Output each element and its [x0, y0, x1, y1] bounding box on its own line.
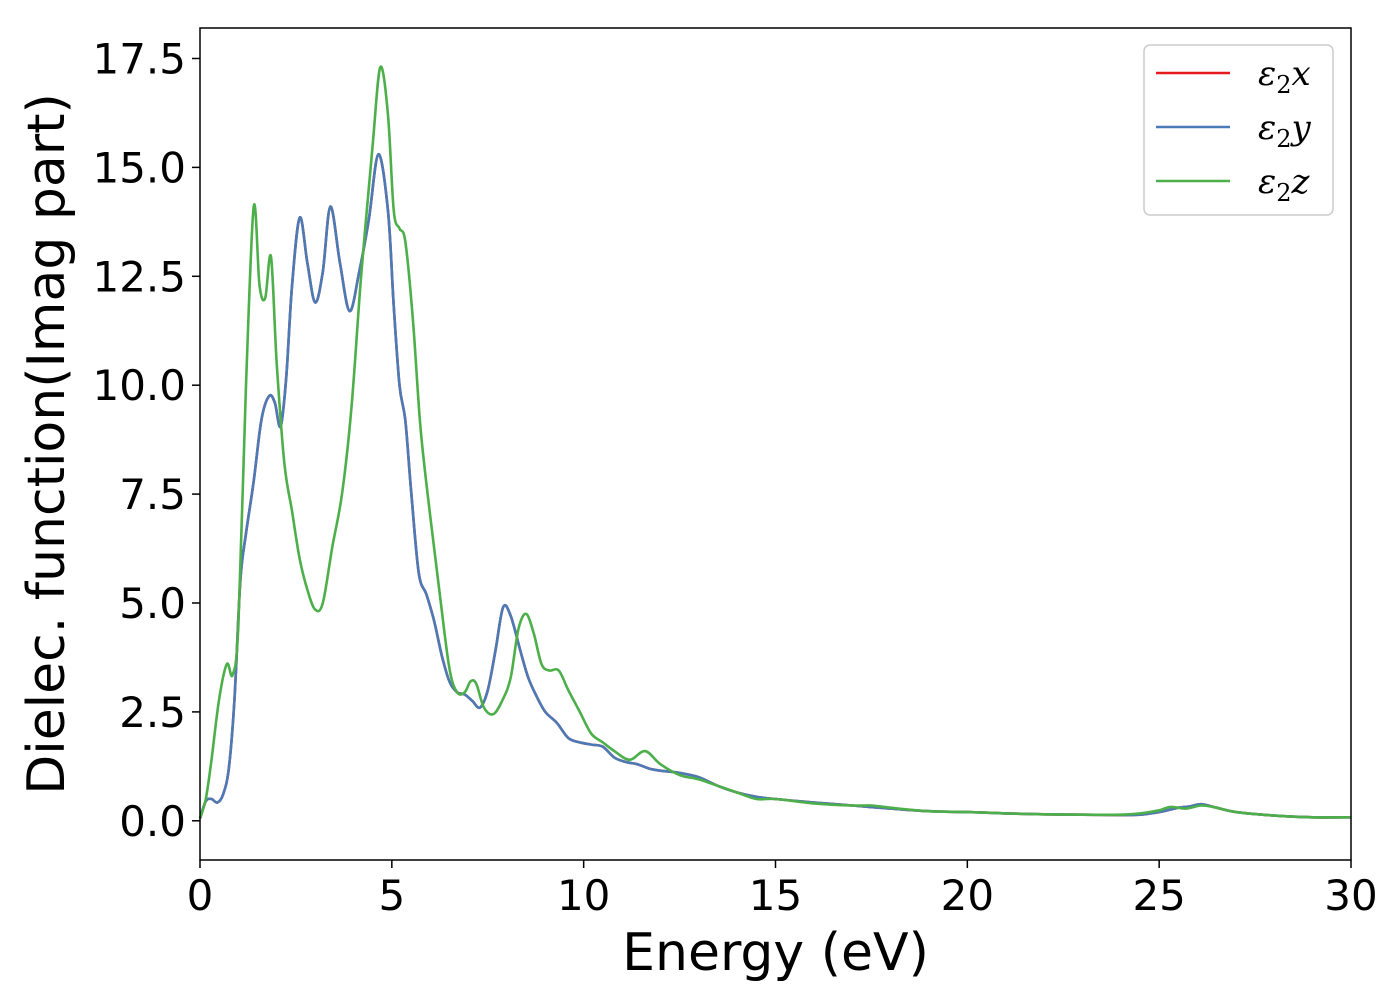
x-tick-label: 30: [1324, 871, 1377, 920]
x-tick-label: 10: [557, 871, 610, 920]
x-tick-label: 25: [1132, 871, 1185, 920]
y-tick-label: 12.5: [92, 252, 186, 301]
y-axis: 0.0 2.5 5.0 7.5 10.0 12.5 15.0 17.5: [92, 34, 200, 846]
legend-label-2: ε2y: [1258, 108, 1312, 153]
x-tick-label: 0: [187, 871, 214, 920]
series-line-1: [198, 152, 1352, 820]
y-tick-label: 7.5: [119, 470, 186, 519]
y-axis-label: Dielec. function(Imag part): [17, 93, 77, 795]
y-tick-label: 10.0: [92, 361, 186, 410]
series-layer: [198, 65, 1352, 820]
y-tick-label: 15.0: [92, 143, 186, 192]
series-line-2: [198, 152, 1352, 820]
legend: ε2x ε2y ε2z: [1143, 44, 1334, 216]
x-tick-label: 20: [941, 871, 994, 920]
y-tick-label: 5.0: [119, 579, 186, 628]
y-tick-label: 0.0: [119, 797, 186, 846]
x-tick-label: 15: [749, 871, 802, 920]
series-line-3: [198, 65, 1352, 820]
x-axis-label: Energy (eV): [622, 923, 929, 983]
y-tick-label: 2.5: [119, 688, 186, 737]
y-tick-label: 17.5: [92, 34, 186, 83]
legend-label-1: ε2x: [1258, 54, 1311, 99]
x-axis: 0 5 10 15 20 25 30: [187, 860, 1378, 920]
x-tick-label: 5: [378, 871, 405, 920]
legend-box: [1143, 44, 1334, 216]
legend-label-3: ε2z: [1258, 162, 1311, 207]
